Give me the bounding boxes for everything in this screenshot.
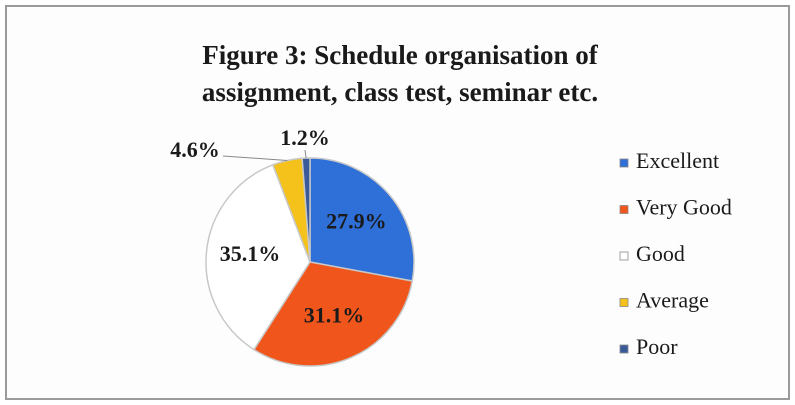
- legend-marker: [619, 205, 629, 214]
- leader-line: [304, 149, 307, 159]
- leader-line: [222, 155, 288, 162]
- legend-label: Very Good: [636, 195, 732, 220]
- data-label: 27.9%: [326, 208, 387, 233]
- legend-label: Average: [636, 288, 709, 313]
- frame: [5, 5, 790, 400]
- legend-label: Good: [636, 241, 685, 266]
- data-label: 31.1%: [304, 302, 365, 327]
- legend-marker: [619, 344, 629, 354]
- legend-marker: [619, 298, 629, 307]
- data-label: 4.6%: [170, 137, 220, 162]
- chart-title: assignment, class test, seminar etc.: [202, 77, 598, 107]
- pie-slice: [309, 157, 415, 282]
- legend-label: Excellent: [636, 148, 719, 173]
- data-label: 1.2%: [280, 125, 330, 150]
- legend-label: Poor: [636, 334, 678, 359]
- pie-slice: [205, 163, 311, 351]
- legend-marker: [619, 251, 629, 261]
- chart-title: Figure 3: Schedule organisation of: [202, 40, 599, 70]
- legend-marker: [619, 158, 629, 168]
- data-label: 35.1%: [220, 241, 281, 266]
